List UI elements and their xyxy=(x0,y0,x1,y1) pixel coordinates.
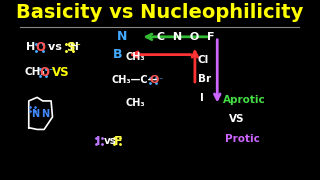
Text: I: I xyxy=(200,93,204,103)
Text: CH₃: CH₃ xyxy=(125,98,145,108)
Text: I: I xyxy=(96,134,100,147)
Text: N: N xyxy=(41,109,50,119)
Text: ⁻: ⁻ xyxy=(75,42,80,51)
Text: O: O xyxy=(39,66,49,79)
Text: ⁻: ⁻ xyxy=(46,42,51,51)
Text: ⁻: ⁻ xyxy=(159,75,163,84)
Text: vs: vs xyxy=(104,136,117,146)
Text: O: O xyxy=(36,41,46,54)
Text: VS: VS xyxy=(229,114,245,124)
Text: CH₃: CH₃ xyxy=(25,68,45,77)
Text: H: H xyxy=(26,42,35,53)
Text: O: O xyxy=(149,75,159,86)
Text: Cl: Cl xyxy=(198,55,209,65)
Text: B: B xyxy=(113,48,122,61)
Text: ⁻: ⁻ xyxy=(49,67,54,76)
Text: Br: Br xyxy=(198,74,211,84)
Text: Basicity vs Nucleophilicity: Basicity vs Nucleophilicity xyxy=(16,3,304,22)
Text: Protic: Protic xyxy=(225,134,260,144)
Text: Aprotic: Aprotic xyxy=(223,95,266,105)
Text: CH₃—C—: CH₃—C— xyxy=(111,75,157,86)
Text: F: F xyxy=(114,134,123,147)
Text: N: N xyxy=(117,30,127,43)
Text: vs  H: vs H xyxy=(48,42,79,53)
Text: S: S xyxy=(66,41,74,54)
Text: N: N xyxy=(32,109,40,119)
Text: CH₃: CH₃ xyxy=(125,52,145,62)
Text: VS: VS xyxy=(52,66,69,79)
Text: C  N  O  F: C N O F xyxy=(157,32,215,42)
